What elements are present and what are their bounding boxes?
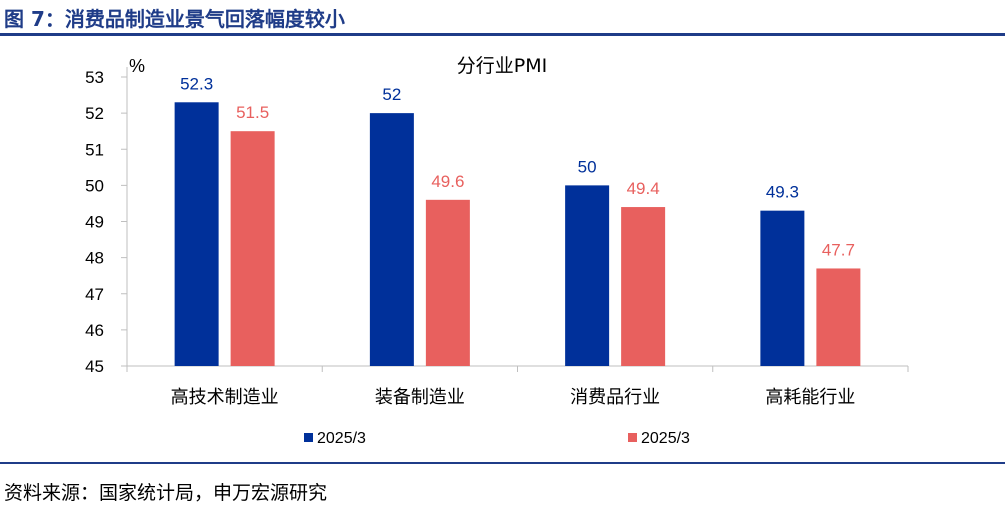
y-tick-label: 52 — [85, 104, 104, 123]
category-label: 消费品行业 — [570, 387, 660, 408]
data-label: 47.7 — [822, 240, 855, 259]
bar-series2-4 — [816, 268, 861, 366]
category-label: 高技术制造业 — [171, 387, 279, 408]
data-label: 52.3 — [180, 74, 213, 93]
title-rule — [0, 33, 1005, 36]
bar-chart: 分行业PMI % 45 46 47 48 49 50 51 52 53 52.3 51.5 52 49… — [85, 55, 909, 447]
bar-series1-4 — [760, 210, 805, 366]
bar-series2-1 — [230, 131, 275, 366]
data-label: 51.5 — [236, 103, 269, 122]
bar-series2-2 — [425, 199, 470, 366]
category-labels: 高技术制造业 装备制造业 消费品行业 高耗能行业 — [171, 387, 856, 408]
legend-label: 2025/3 — [317, 430, 366, 447]
y-tick-label: 46 — [85, 321, 104, 340]
y-axis: 45 46 47 48 49 50 51 52 53 — [85, 67, 128, 376]
y-tick-label: 51 — [85, 140, 104, 159]
bar-series1-1 — [174, 102, 219, 366]
legend-swatch — [628, 433, 637, 442]
bars — [174, 102, 861, 366]
data-label: 50 — [578, 157, 597, 176]
bar-series1-2 — [369, 113, 414, 366]
bar-series1-3 — [565, 185, 610, 366]
y-tick-label: 50 — [85, 176, 104, 195]
figure-title: 图 7：消费品制造业景气回落幅度较小 — [4, 7, 345, 31]
source-rule — [0, 462, 1005, 464]
y-tick-label: 45 — [85, 357, 104, 376]
source-note: 资料来源：国家统计局，申万宏源研究 — [4, 482, 328, 504]
y-tick-label: 49 — [85, 213, 104, 232]
y-axis-unit: % — [129, 56, 145, 76]
category-label: 高耗能行业 — [765, 387, 855, 408]
legend-swatch — [304, 433, 313, 442]
x-axis — [126, 365, 909, 372]
legend: 2025/3 2025/3 — [304, 430, 690, 447]
data-label: 49.4 — [627, 179, 660, 198]
data-labels: 52.3 51.5 52 49.6 50 49.4 49.3 47.7 — [180, 74, 855, 259]
data-label: 49.6 — [431, 172, 464, 191]
legend-label: 2025/3 — [641, 430, 690, 447]
y-tick-label: 53 — [85, 68, 104, 87]
data-label: 52 — [382, 85, 401, 104]
y-tick-label: 48 — [85, 249, 104, 268]
bar-series2-3 — [621, 207, 666, 366]
category-label: 装备制造业 — [375, 387, 465, 408]
y-tick-label: 47 — [85, 285, 104, 304]
chart-title: 分行业PMI — [457, 55, 547, 77]
data-label: 49.3 — [766, 183, 799, 202]
